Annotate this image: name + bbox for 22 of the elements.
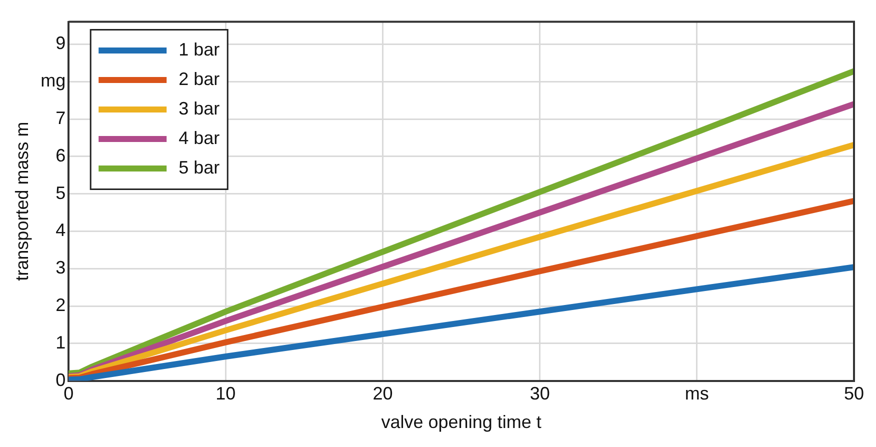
x-tick-label: 10 [216,384,236,404]
legend-label: 2 bar [178,69,220,90]
y-tick-label: 5 [56,182,66,203]
y-axis-title: transported mass m [12,122,32,281]
y-tick-label: mg [40,70,66,91]
y-tick-label: 3 [56,258,66,278]
legend-label: 3 bar [178,98,220,119]
x-tick-label: 50 [844,384,864,404]
x-axis-title: valve opening time t [381,412,542,432]
x-tick-label: 30 [530,384,550,404]
y-tick-label: 1 [56,332,66,352]
x-tick-label: 20 [372,384,393,404]
y-tick-label: 9 [56,33,66,54]
y-tick-label: 6 [56,145,66,166]
y-tick-label: 4 [56,220,66,240]
legend-label: 1 bar [178,40,220,60]
legend-label: 4 bar [178,128,220,148]
y-tick-label: 7 [56,108,66,128]
y-tick-label: 2 [56,294,66,315]
y-tick-label: 0 [56,370,66,390]
legend-label: 5 bar [178,158,220,178]
x-tick-label: ms [684,384,709,404]
